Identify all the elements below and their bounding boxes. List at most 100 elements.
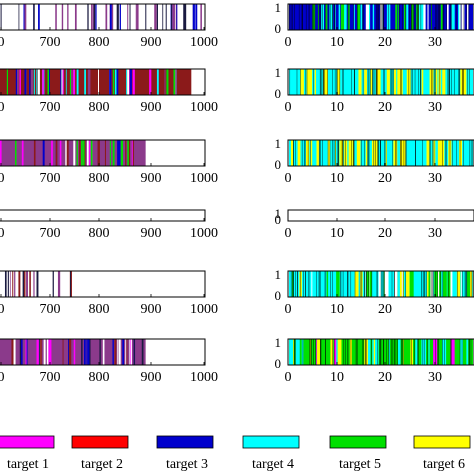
x-tick-label: 0 (0, 100, 5, 115)
bar-segment (68, 339, 69, 365)
x-tick-label: 800 (89, 35, 110, 50)
bar-segment (295, 339, 300, 365)
x-tick-label: 1000 (190, 226, 218, 241)
bar-segment (438, 271, 442, 297)
bar-segment (171, 4, 172, 30)
bar-segment (14, 140, 17, 166)
x-tick-label: 700 (40, 171, 61, 186)
axes-frame (0, 3, 206, 31)
bar-segment (372, 4, 375, 30)
x-tick-label: 10 (330, 370, 344, 385)
x-tick-label: 0 (0, 35, 5, 50)
bar-segment (118, 339, 121, 365)
x-tick-label: 10 (330, 35, 344, 50)
bar-segment (129, 4, 131, 30)
bar-segment (314, 69, 317, 95)
bar-segment (12, 271, 14, 297)
bar-segment (200, 4, 202, 30)
bar-segment (426, 140, 429, 166)
bar-segment (95, 4, 97, 30)
x-tick-label: 10 (330, 171, 344, 186)
bar-segment (327, 140, 331, 166)
bar-segment (69, 69, 72, 95)
bar-segment (386, 69, 390, 95)
legend-swatch (71, 435, 129, 449)
bar-segment (46, 339, 49, 365)
bar-segment (156, 69, 159, 95)
bar-segment (176, 4, 178, 30)
bar-segment (49, 339, 52, 365)
bar-segment (105, 4, 108, 30)
bar-segment (406, 271, 410, 297)
bar-segment (316, 140, 320, 166)
bar-segment (431, 4, 432, 30)
bar-segment (388, 339, 390, 365)
x-tick-label: 700 (40, 35, 61, 50)
bar-segment (325, 4, 328, 30)
y-tick-label: 1 (275, 65, 282, 80)
bar-segment (25, 339, 27, 365)
bar-segment (292, 271, 294, 297)
bar-segment (466, 339, 469, 365)
bar-segment (459, 4, 461, 30)
bar-segment (317, 339, 321, 365)
x-tick-label: 900 (141, 35, 162, 50)
bar-segment (365, 4, 369, 30)
bar-segment (126, 69, 127, 95)
bar-segment (301, 339, 304, 365)
bar-segment (65, 69, 67, 95)
bar-segment (353, 4, 355, 30)
axes-frame (287, 139, 474, 167)
legend: target 1 target 2 target 3 target 4 target 5… (0, 435, 471, 472)
bar-segment (428, 271, 432, 297)
x-tick-label: 30 (428, 370, 442, 385)
bar-segment (59, 140, 62, 166)
x-tick-label: 30 (428, 302, 442, 317)
y-tick-label: 0 (275, 86, 282, 101)
bar-segment (425, 339, 426, 365)
bar-segment (83, 339, 86, 365)
bar-segment (33, 271, 35, 297)
bar-segment (410, 339, 412, 365)
bar-segment (433, 140, 436, 166)
bar-segment (141, 339, 144, 365)
bar-segment (116, 4, 119, 30)
y-tick-label: 0 (275, 21, 282, 36)
bar-segment (109, 140, 111, 166)
bar-segment (325, 69, 328, 95)
bar-segment (114, 69, 117, 95)
bar-segment (466, 4, 469, 30)
bar-segment (126, 339, 128, 365)
x-tick-label: 20 (378, 35, 392, 50)
legend-label: target 1 (7, 457, 49, 472)
bar-segment (364, 339, 368, 365)
x-tick-label: 10 (330, 100, 344, 115)
legend-label: target 4 (252, 457, 294, 472)
bar-segment (338, 4, 341, 30)
legend-swatch (156, 435, 214, 449)
bar-segment (447, 271, 451, 297)
x-tick-label: 0 (285, 171, 292, 186)
bar-base-fill (289, 69, 473, 95)
panel-left-5: 0 700 800 900 1000 (0, 270, 218, 317)
bar-segment (434, 339, 438, 365)
bar-segment (47, 69, 50, 95)
bar-segment (24, 4, 27, 30)
x-tick-label: 20 (378, 370, 392, 385)
bar-segment (397, 69, 401, 95)
bar-segment (104, 140, 106, 166)
legend-swatch (329, 435, 387, 449)
bar-segment (427, 4, 429, 30)
bar-segment (327, 271, 328, 297)
bar-segment (22, 271, 25, 297)
panel-left-4: 0 700 800 900 1000 (0, 209, 218, 241)
bar-segment (371, 140, 374, 166)
bar-segment (19, 339, 22, 365)
bar-segment (459, 140, 463, 166)
legend-entry-4: target 4 (242, 435, 300, 472)
bar-segment (127, 4, 129, 30)
y-tick-label: 1 (275, 267, 282, 282)
